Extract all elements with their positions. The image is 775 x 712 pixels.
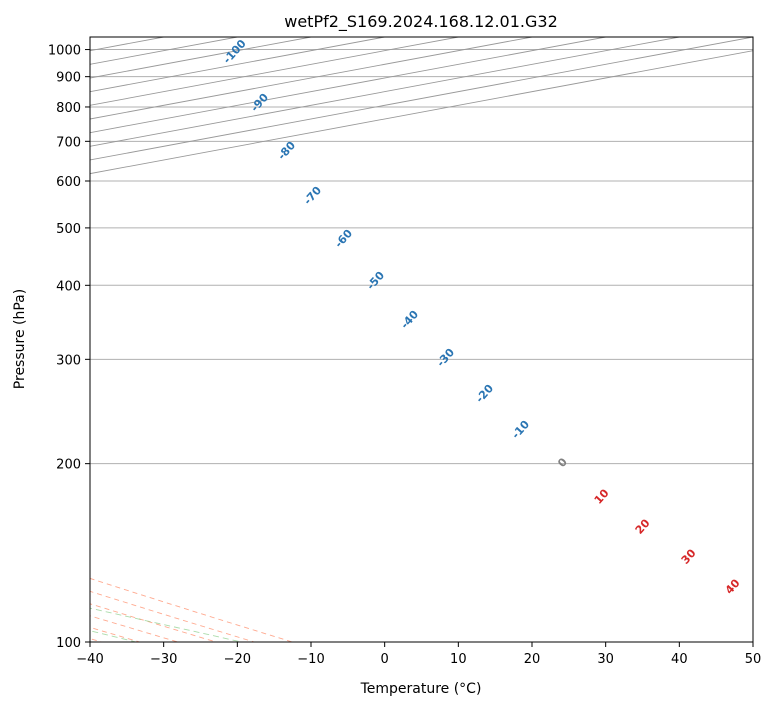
y-tick-label: 800 xyxy=(56,101,81,116)
isotherm-line xyxy=(90,37,753,161)
x-tick-label: 10 xyxy=(450,652,467,667)
dry-adiabat xyxy=(0,37,63,642)
y-axis-label: Pressure (hPa) xyxy=(12,289,28,389)
x-tick-label: −30 xyxy=(150,652,177,667)
plot-frame xyxy=(89,36,754,643)
x-tick-label: 0 xyxy=(381,652,389,667)
moist-adiabat xyxy=(0,37,3,642)
isotherm-line xyxy=(90,37,680,147)
x-tick-label: −40 xyxy=(76,652,103,667)
grid-layer xyxy=(0,37,753,642)
y-tick-label: 400 xyxy=(56,279,81,294)
x-tick-label: 40 xyxy=(671,652,688,667)
x-axis-label: Temperature (°C) xyxy=(360,681,482,697)
x-tick-label: 30 xyxy=(597,652,614,667)
plot-background xyxy=(90,37,753,642)
axis-layer: −40 −30 −20 −10 0 10 20 30 40 50 100 200 300 400 500 60… xyxy=(48,44,761,667)
chart-title: wetPf2_S169.2024.168.12.01.G32 xyxy=(284,12,558,32)
x-tick-label: −20 xyxy=(224,652,251,667)
y-tick-label: 600 xyxy=(56,175,81,190)
y-tick-label: 200 xyxy=(56,458,81,473)
isotherm-line xyxy=(90,50,753,175)
y-tick-label: 700 xyxy=(56,135,81,150)
y-tick-label: 900 xyxy=(56,71,81,86)
y-tick-label: 100 xyxy=(56,636,81,651)
y-tick-label: 300 xyxy=(56,353,81,368)
x-tick-label: −10 xyxy=(297,652,324,667)
y-tick-label: 500 xyxy=(56,222,81,237)
x-tick-label: 20 xyxy=(524,652,541,667)
x-tick-label: 50 xyxy=(745,652,762,667)
y-tick-label: 1000 xyxy=(48,44,81,59)
